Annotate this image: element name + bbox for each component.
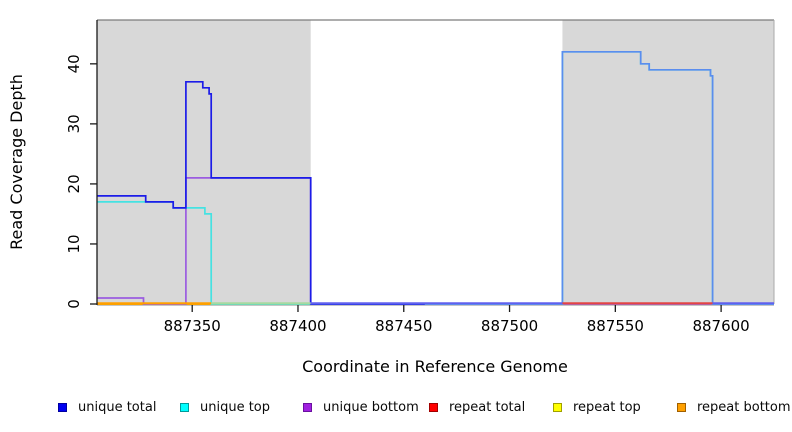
x-axis-title: Coordinate in Reference Genome bbox=[302, 357, 568, 376]
y-tick-label: 10 bbox=[65, 234, 83, 253]
shaded-region-0 bbox=[97, 20, 311, 304]
y-tick-label: 30 bbox=[65, 114, 83, 133]
series-unique-total-seg1 bbox=[424, 50, 774, 305]
y-axis-title: Read Coverage Depth bbox=[7, 74, 26, 250]
y-tick-label: 0 bbox=[65, 299, 83, 309]
x-tick-label: 887600 bbox=[692, 317, 749, 335]
y-tick-label: 20 bbox=[65, 174, 83, 193]
x-tick-label: 887400 bbox=[269, 317, 326, 335]
x-tick-label: 887550 bbox=[587, 317, 644, 335]
x-tick-label: 887500 bbox=[481, 317, 538, 335]
x-tick-label: 887450 bbox=[375, 317, 432, 335]
shaded-region-1 bbox=[562, 20, 774, 304]
y-tick-label: 40 bbox=[65, 54, 83, 73]
x-tick-label: 887350 bbox=[164, 317, 221, 335]
series-unique-total-seg0 bbox=[97, 80, 425, 305]
